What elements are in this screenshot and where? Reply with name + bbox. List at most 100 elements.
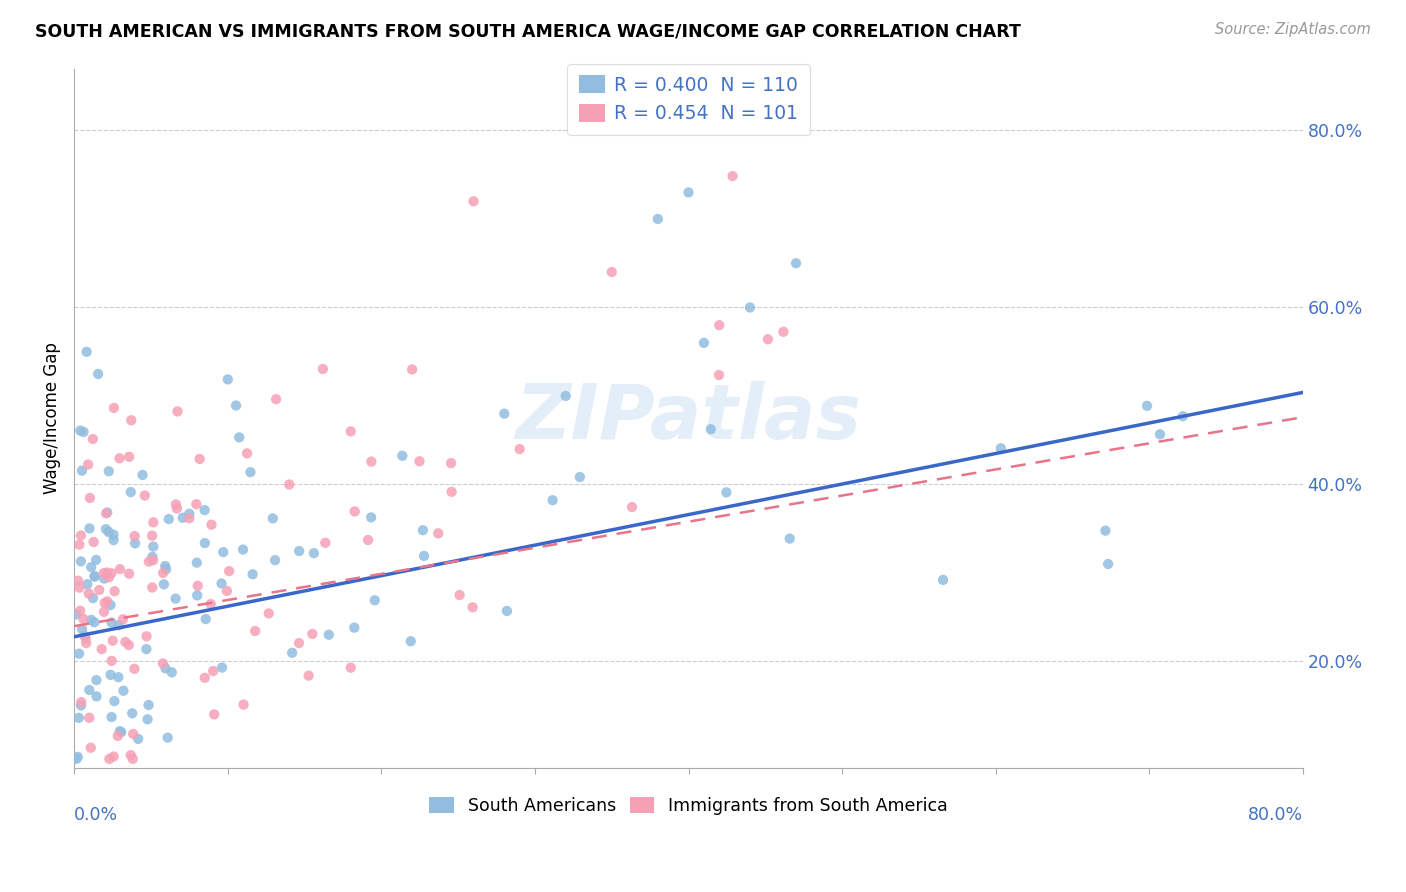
Point [187, 579, 209, 593]
Point [98, 752, 121, 766]
Point [678, 186, 700, 200]
Point [278, 477, 301, 491]
Point [408, 454, 430, 468]
Point [212, 545, 235, 559]
Point [141, 581, 163, 595]
Point [93, 572, 115, 586]
Point [79, 521, 101, 535]
Point [100, 598, 122, 612]
Point [160, 665, 183, 680]
Point [80, 560, 103, 574]
Point [1094, 524, 1116, 538]
Point [142, 553, 165, 567]
Point [232, 698, 254, 712]
Point [120, 413, 142, 427]
Point [360, 455, 382, 469]
Point [84, 553, 107, 567]
Point [107, 618, 129, 632]
Point [107, 670, 129, 684]
Point [153, 577, 176, 591]
Point [152, 657, 174, 671]
Point [73, 629, 96, 643]
Point [82, 591, 104, 606]
Point [165, 591, 187, 606]
Text: Source: ZipAtlas.com: Source: ZipAtlas.com [1215, 22, 1371, 37]
Point [264, 553, 287, 567]
Point [70, 622, 93, 636]
Point [194, 503, 217, 517]
Point [66, 749, 89, 764]
Point [70, 464, 93, 478]
Point [186, 497, 208, 511]
Point [360, 510, 382, 524]
Point [343, 621, 366, 635]
Point [124, 536, 146, 550]
Point [127, 731, 149, 746]
Point [772, 325, 794, 339]
Point [69, 424, 91, 438]
Point [186, 588, 208, 602]
Point [100, 668, 122, 682]
Point [779, 532, 801, 546]
Point [70, 528, 93, 542]
Text: 80.0%: 80.0% [1247, 806, 1303, 824]
Point [242, 567, 264, 582]
Point [76, 577, 98, 591]
Point [239, 465, 262, 479]
Point [89, 582, 111, 597]
Point [87, 367, 110, 381]
Point [70, 698, 93, 713]
Point [440, 456, 463, 470]
Point [301, 627, 323, 641]
Point [357, 533, 380, 547]
Point [243, 624, 266, 638]
Point [166, 404, 188, 418]
Point [100, 654, 122, 668]
Point [121, 706, 143, 721]
Point [72, 612, 94, 626]
Point [738, 301, 761, 315]
Point [83, 535, 105, 549]
Point [302, 546, 325, 560]
Point [83, 569, 105, 583]
Point [80, 613, 103, 627]
Point [312, 362, 335, 376]
Point [96, 506, 118, 520]
Point [77, 458, 100, 472]
Point [97, 524, 120, 539]
Point [138, 555, 160, 569]
Point [100, 710, 122, 724]
Point [67, 711, 90, 725]
Point [413, 549, 436, 563]
Point [67, 538, 90, 552]
Point [194, 671, 217, 685]
Point [118, 450, 141, 464]
Point [72, 425, 94, 439]
Point [218, 564, 240, 578]
Point [90, 642, 112, 657]
Point [96, 566, 118, 580]
Point [103, 749, 125, 764]
Point [142, 540, 165, 554]
Point [211, 660, 233, 674]
Point [112, 683, 135, 698]
Point [83, 569, 105, 583]
Point [298, 668, 321, 682]
Point [721, 169, 744, 183]
Point [343, 504, 366, 518]
Point [179, 511, 201, 525]
Point [75, 636, 97, 650]
Point [108, 562, 131, 576]
Point [96, 594, 118, 608]
Point [647, 211, 669, 226]
Y-axis label: Wage/Income Gap: Wage/Income Gap [44, 343, 60, 494]
Point [141, 529, 163, 543]
Point [100, 615, 122, 630]
Point [236, 446, 259, 460]
Point [693, 335, 716, 350]
Point [600, 265, 623, 279]
Point [262, 511, 284, 525]
Point [496, 604, 519, 618]
Point [188, 452, 211, 467]
Point [709, 318, 731, 333]
